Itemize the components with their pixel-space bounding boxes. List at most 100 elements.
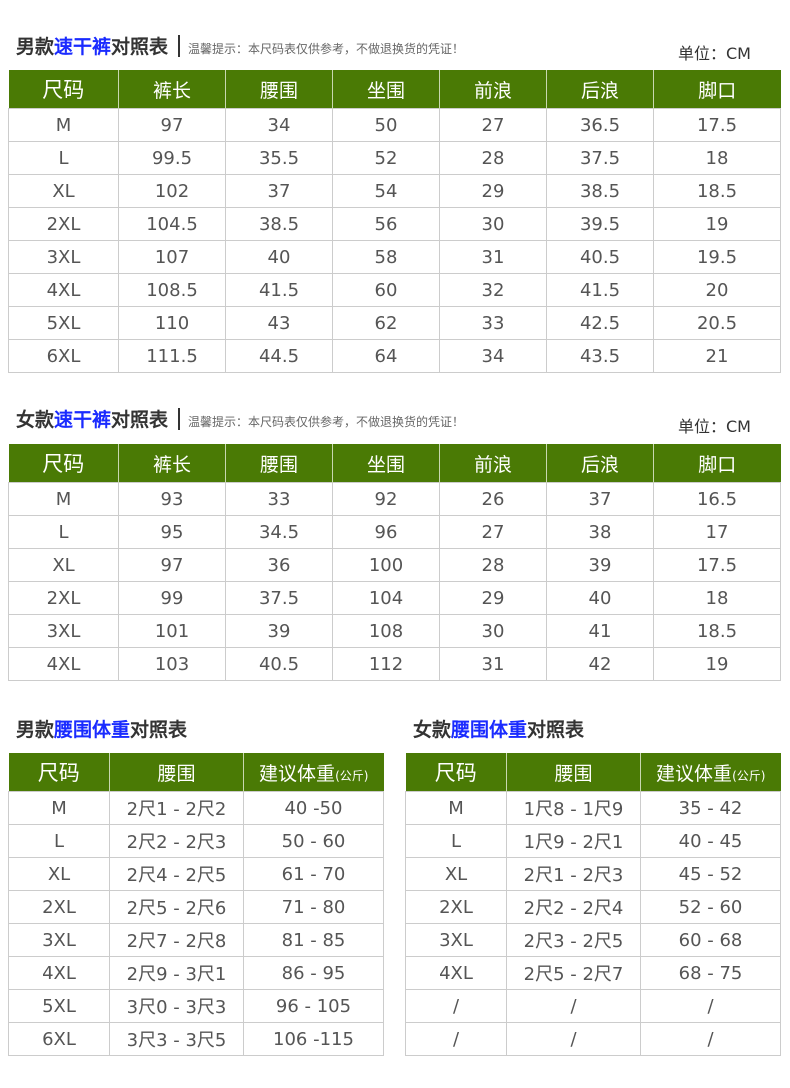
table-row: 4XL10340.5112314219 (9, 648, 781, 681)
table-cell: 43 (226, 307, 333, 340)
table-cell: 106 -115 (244, 1023, 384, 1056)
table-cell: 99.5 (119, 142, 226, 175)
table-cell: 5XL (9, 307, 119, 340)
table-cell: 96 - 105 (244, 990, 384, 1023)
men-waist-weight-title: 男款腰围体重对照表 (16, 715, 187, 742)
table-cell: 108.5 (119, 274, 226, 307)
table-cell: 4XL (9, 274, 119, 307)
table-cell: XL (9, 858, 110, 891)
column-header: 尺码 (9, 444, 119, 483)
table-row: 3XL10740583140.519.5 (9, 241, 781, 274)
women-pants-size-table: 尺码裤长腰围坐围前浪后浪脚口M933392263716.5L9534.59627… (8, 444, 781, 681)
table-cell: 29 (440, 175, 547, 208)
table-cell: 2XL (9, 582, 119, 615)
column-header: 腰围 (226, 70, 333, 109)
table-cell: 2尺7 - 2尺8 (110, 924, 244, 957)
column-header: 腰围 (507, 753, 641, 792)
table-cell: 2尺2 - 2尺3 (110, 825, 244, 858)
table-cell: 93 (119, 483, 226, 516)
table-row: L2尺2 - 2尺350 - 60 (9, 825, 384, 858)
table-cell: 97 (119, 109, 226, 142)
table-cell: 41.5 (226, 274, 333, 307)
table-row: 5XL3尺0 - 3尺396 - 105 (9, 990, 384, 1023)
column-header: 建议体重(公斤) (641, 753, 781, 792)
table-cell: 44.5 (226, 340, 333, 373)
table-cell: / (641, 990, 781, 1023)
table-cell: 50 (333, 109, 440, 142)
table-cell: 101 (119, 615, 226, 648)
column-header: 后浪 (547, 70, 654, 109)
table-cell: 110 (119, 307, 226, 340)
table-cell: 42 (547, 648, 654, 681)
table-row: M1尺8 - 1尺935 - 42 (406, 792, 781, 825)
table-row: 2XL104.538.5563039.519 (9, 208, 781, 241)
women-pants-title: 女款速干裤对照表温馨提示：本尺码表仅供参考，不做退换货的凭证！ (16, 405, 464, 432)
column-header: 裤长 (119, 444, 226, 483)
table-cell: 19 (654, 648, 781, 681)
table-row: 4XL2尺9 - 3尺186 - 95 (9, 957, 384, 990)
table-cell: 30 (440, 208, 547, 241)
table-cell: 3XL (9, 924, 110, 957)
table-cell: 112 (333, 648, 440, 681)
table-cell: 2尺2 - 2尺4 (507, 891, 641, 924)
table-cell: 50 - 60 (244, 825, 384, 858)
table-cell: 2XL (406, 891, 507, 924)
unit-label: 单位：CM (678, 413, 751, 437)
unit-label: 单位：CM (678, 40, 751, 64)
table-cell: 27 (440, 516, 547, 549)
column-header: 尺码 (9, 753, 110, 792)
table-cell: 58 (333, 241, 440, 274)
table-cell: 102 (119, 175, 226, 208)
table-cell: 108 (333, 615, 440, 648)
table-cell: 40 - 45 (641, 825, 781, 858)
table-cell: 52 - 60 (641, 891, 781, 924)
table-cell: 37.5 (547, 142, 654, 175)
table-cell: 45 - 52 (641, 858, 781, 891)
table-cell: 2尺5 - 2尺6 (110, 891, 244, 924)
table-cell: 40.5 (226, 648, 333, 681)
table-cell: 2尺1 - 2尺2 (110, 792, 244, 825)
table-row: L99.535.5522837.518 (9, 142, 781, 175)
table-cell: / (406, 1023, 507, 1056)
table-cell: M (406, 792, 507, 825)
table-cell: 96 (333, 516, 440, 549)
table-cell: 1尺9 - 2尺1 (507, 825, 641, 858)
table-cell: 38 (547, 516, 654, 549)
table-cell: 81 - 85 (244, 924, 384, 957)
table-cell: 111.5 (119, 340, 226, 373)
table-cell: 19.5 (654, 241, 781, 274)
table-row: 2XL9937.5104294018 (9, 582, 781, 615)
table-cell: 37 (547, 483, 654, 516)
table-row: 5XL11043623342.520.5 (9, 307, 781, 340)
table-cell: 4XL (406, 957, 507, 990)
table-cell: 28 (440, 549, 547, 582)
table-cell: 35.5 (226, 142, 333, 175)
table-cell: 43.5 (547, 340, 654, 373)
table-cell: 64 (333, 340, 440, 373)
table-cell: 1尺8 - 1尺9 (507, 792, 641, 825)
column-header: 前浪 (440, 444, 547, 483)
table-cell: 99 (119, 582, 226, 615)
table-cell: 61 - 70 (244, 858, 384, 891)
table-cell: 41 (547, 615, 654, 648)
table-cell: 40 (547, 582, 654, 615)
column-header: 裤长 (119, 70, 226, 109)
table-row: 4XL2尺5 - 2尺768 - 75 (406, 957, 781, 990)
column-header: 尺码 (406, 753, 507, 792)
table-row: /// (406, 1023, 781, 1056)
table-cell: 37 (226, 175, 333, 208)
table-cell: 38.5 (547, 175, 654, 208)
table-cell: 2尺1 - 2尺3 (507, 858, 641, 891)
table-cell: L (406, 825, 507, 858)
table-cell: 39.5 (547, 208, 654, 241)
table-cell: 19 (654, 208, 781, 241)
table-cell: 26 (440, 483, 547, 516)
table-cell: 18 (654, 582, 781, 615)
table-cell: 34 (440, 340, 547, 373)
table-cell: 104 (333, 582, 440, 615)
table-row: 2XL2尺5 - 2尺671 - 80 (9, 891, 384, 924)
table-row: /// (406, 990, 781, 1023)
table-row: 3XL10139108304118.5 (9, 615, 781, 648)
table-cell: XL (9, 549, 119, 582)
table-cell: 3尺3 - 3尺5 (110, 1023, 244, 1056)
